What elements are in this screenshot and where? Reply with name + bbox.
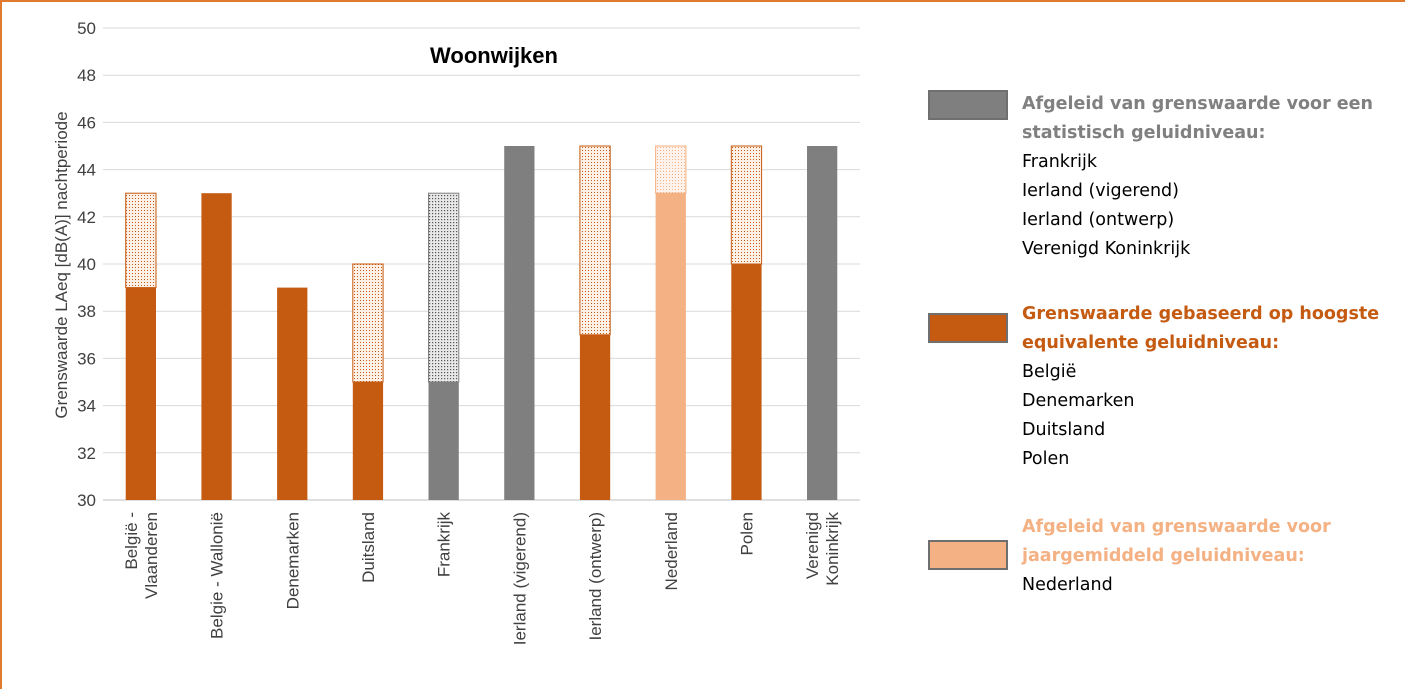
- bar-base: [125, 287, 156, 500]
- bar-range-dotted: [730, 145, 763, 265]
- legend-group-statistical: Afgeleid van grenswaarde voor een statis…: [1022, 90, 1373, 264]
- legend-group-equivalent: Grenswaarde gebaseerd op hoogste equival…: [1022, 300, 1379, 474]
- y-tick-label: 34: [77, 397, 96, 416]
- bar-range-dotted: [125, 192, 157, 289]
- legend-item: Verenigd Koninkrijk: [1022, 239, 1191, 259]
- legend-item: Denemarken: [1022, 391, 1135, 411]
- legend-item: Ierland (ontwerp): [1022, 210, 1175, 230]
- y-tick-label: 48: [77, 66, 96, 85]
- legend-swatch-annual-average: [928, 540, 1008, 570]
- bar-range-dotted: [579, 145, 611, 336]
- x-tick-label: Koninkrijk: [823, 512, 842, 586]
- bar-base: [504, 146, 535, 500]
- legend-group-annual-average: Afgeleid van grenswaarde voor jaargemidd…: [1022, 513, 1331, 600]
- chart-title: Woonwijken: [430, 43, 558, 68]
- y-axis-label: Grenswaarde LAeq [dB(A)] nachtperiode: [52, 111, 71, 418]
- y-tick-label: 38: [77, 302, 96, 321]
- bar-base: [428, 382, 459, 500]
- y-tick-label: 30: [77, 491, 96, 510]
- bars: [125, 145, 838, 500]
- x-tick-label: Ierland (vigerend): [510, 512, 529, 645]
- bar-base: [807, 146, 838, 500]
- legend-item: Duitsland: [1022, 420, 1106, 440]
- legend-title-line: Afgeleid van grenswaarde voor: [1022, 517, 1331, 537]
- x-tick-label: Duitsland: [359, 512, 378, 583]
- legend-swatch-equivalent: [928, 313, 1008, 343]
- x-axis-ticks: België - Vlaanderen Belgie - Wallonië Denem…: [122, 512, 842, 646]
- bar-range-dotted: [655, 145, 687, 194]
- x-tick-label: Polen: [737, 512, 756, 555]
- x-tick-label: Verenigd: [803, 512, 822, 579]
- bar-range-dotted: [352, 263, 384, 383]
- legend-title-line: equivalente geluidniveau:: [1022, 333, 1280, 353]
- y-axis-ticks: 30 32 34 36 38 40 42 44 46 48 50: [77, 19, 96, 510]
- bar-range-dotted: [428, 192, 460, 383]
- bar-base: [201, 193, 232, 500]
- y-tick-label: 44: [77, 161, 96, 180]
- legend-title-line: Afgeleid van grenswaarde voor een: [1022, 94, 1373, 114]
- bar-chart: 30 32 34 36 38 40 42 44 46 48 50 België - Vlaandere…: [52, 19, 860, 646]
- bar-base: [277, 287, 308, 500]
- y-tick-label: 36: [77, 349, 96, 368]
- x-tick-label: Belgie - Wallonië: [208, 512, 227, 639]
- y-tick-label: 50: [77, 19, 96, 38]
- bar-base: [731, 264, 762, 500]
- bar-base: [655, 193, 686, 500]
- legend-title-line: Grenswaarde gebaseerd op hoogste: [1022, 304, 1380, 324]
- x-tick-label: Frankrijk: [435, 512, 454, 578]
- legend-item: België: [1022, 362, 1077, 382]
- x-tick-label: Vlaanderen: [142, 512, 161, 599]
- y-tick-label: 42: [77, 208, 96, 227]
- bar-base: [352, 382, 384, 500]
- legend-item: Nederland: [1022, 575, 1113, 595]
- x-tick-label: Nederland: [662, 512, 681, 590]
- legend-item: Polen: [1022, 449, 1070, 469]
- x-tick-label: België -: [122, 512, 141, 570]
- legend-title-line: statistisch geluidniveau:: [1022, 123, 1266, 143]
- legend-item: Ierland (vigerend): [1022, 181, 1179, 201]
- y-tick-label: 32: [77, 444, 96, 463]
- y-tick-label: 40: [77, 255, 96, 274]
- y-tick-label: 46: [77, 113, 96, 132]
- bar-base: [579, 334, 611, 500]
- legend-title-line: jaargemiddeld geluidniveau:: [1022, 546, 1305, 566]
- legend-swatch-statistical: [928, 90, 1008, 120]
- x-tick-label: Ierland (ontwerp): [586, 512, 605, 641]
- legend-item: Frankrijk: [1022, 152, 1097, 172]
- x-tick-label: Denemarken: [283, 512, 302, 609]
